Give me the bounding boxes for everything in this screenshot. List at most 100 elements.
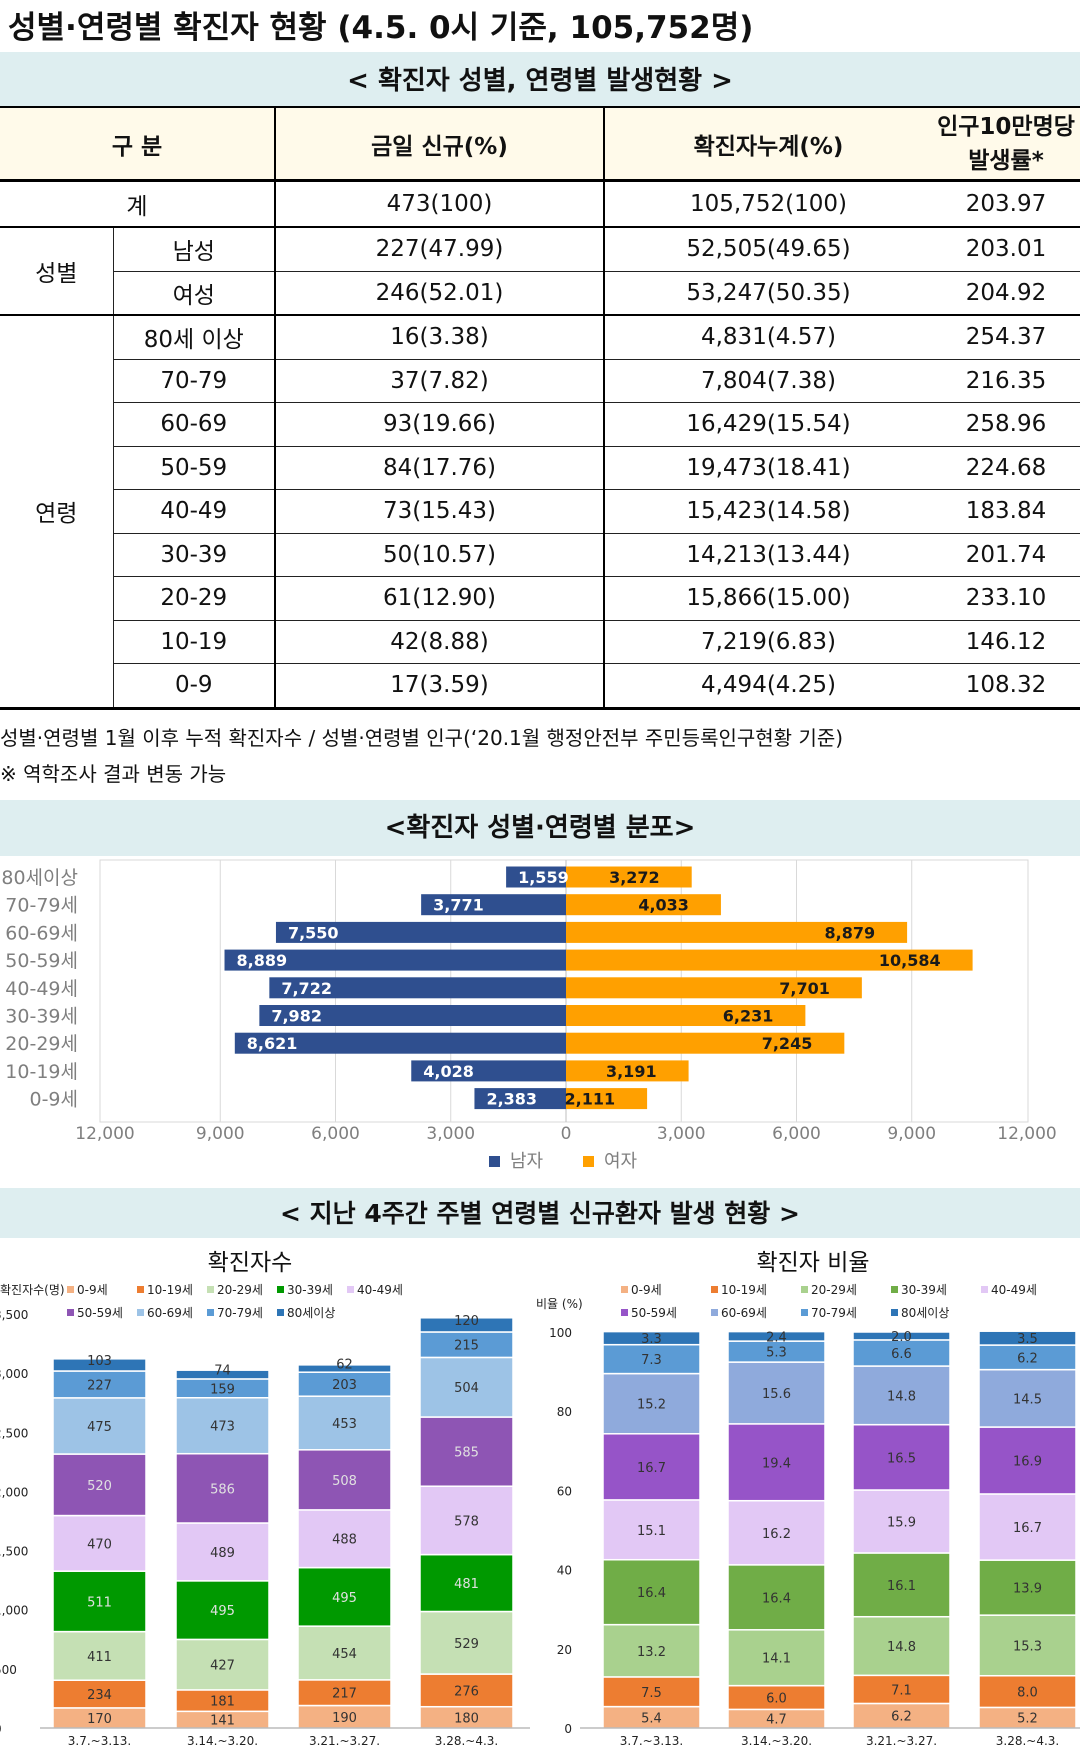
row-new: 61(12.90) — [274, 576, 604, 621]
chart-title: 확진자수 — [208, 1250, 293, 1276]
male-value-label: 1,559 — [518, 868, 569, 887]
segment-label: 74 — [214, 1364, 231, 1379]
table-row: 0-9 17(3.59) 4,494(4.25) 108.32 — [0, 663, 1080, 710]
stack-segment — [602, 1558, 701, 1626]
distribution-chart: 1,559 3,272 80세이상 3,771 4,033 70-79세 7,550 8,87… — [1, 859, 1057, 1172]
y-axis-title: 비율 (%) — [536, 1297, 583, 1311]
total-label: 계 — [0, 180, 275, 228]
segment-label: 141 — [210, 1714, 235, 1729]
male-bar — [421, 894, 566, 916]
x-tick-label: 9,000 — [196, 1124, 245, 1144]
male-bar — [275, 921, 566, 943]
segment-label: 16.2 — [762, 1527, 791, 1542]
segment-label: 13.9 — [1013, 1582, 1042, 1597]
x-category-label: 3.21.~3.27. — [309, 1734, 380, 1748]
row-label: 60-69 — [113, 402, 275, 447]
header-cum: 확진자누계(%) — [603, 108, 932, 182]
stack-segment — [852, 1365, 951, 1426]
segment-label: 4.7 — [766, 1713, 787, 1728]
footnote-1: 성별·연령별 1월 이후 누적 확진자수 / 성별·연령별 인구(‘20.1월 … — [0, 726, 844, 750]
segment-label: 3.5 — [1017, 1332, 1038, 1347]
row-rate: 183.84 — [932, 489, 1080, 534]
legend-swatch — [137, 1309, 144, 1316]
legend-swatch — [207, 1309, 214, 1316]
segment-label: 488 — [332, 1533, 357, 1548]
row-rate: 258.96 — [932, 402, 1080, 447]
segment-label: 504 — [454, 1381, 479, 1396]
header-new: 금일 신규(%) — [274, 108, 604, 182]
stack-segment — [175, 1369, 270, 1380]
row-rate: 108.32 — [932, 663, 1080, 710]
row-rate: 254.37 — [932, 315, 1080, 360]
total-rate: 203.97 — [932, 180, 1080, 228]
legend-swatch — [277, 1286, 284, 1293]
y-tick-label: 40 — [557, 1564, 572, 1578]
stack-segment — [52, 1570, 147, 1633]
y-tick-label: 2,500 — [0, 1426, 28, 1440]
category-label: 20-29세 — [5, 1033, 78, 1055]
segment-label: 103 — [87, 1354, 112, 1369]
segment-label: 190 — [332, 1711, 357, 1726]
female-value-label: 7,701 — [779, 979, 830, 998]
total-new: 473(100) — [274, 180, 604, 228]
segment-label: 276 — [454, 1684, 479, 1699]
row-new: 16(3.38) — [274, 315, 604, 360]
legend-swatch — [207, 1286, 214, 1293]
stack-segment — [419, 1673, 514, 1708]
row-rate: 203.01 — [932, 227, 1080, 272]
segment-label: 217 — [332, 1687, 357, 1702]
x-category-label: 3.7.~3.13. — [620, 1734, 684, 1748]
stack-segment — [419, 1331, 514, 1359]
segment-label: 16.7 — [1013, 1521, 1042, 1536]
legend-swatch — [621, 1286, 628, 1293]
stack-segment — [852, 1339, 951, 1367]
stack-segment — [727, 1330, 826, 1342]
legend-label: 40-49세 — [991, 1283, 1037, 1297]
row-cum: 4,831(4.57) — [603, 315, 932, 360]
x-tick-label: 3,000 — [426, 1124, 475, 1144]
legend-female-swatch — [583, 1156, 594, 1167]
legend-label: 70-79세 — [217, 1306, 263, 1320]
row-rate: 201.74 — [932, 533, 1080, 577]
male-value-label: 8,621 — [247, 1034, 298, 1053]
male-bar — [506, 866, 566, 888]
legend-label: 0-9세 — [77, 1283, 108, 1297]
male-value-label: 7,722 — [281, 979, 332, 998]
category-label: 30-39세 — [5, 1006, 78, 1028]
row-cum: 7,219(6.83) — [603, 620, 932, 664]
stack-segment — [297, 1679, 392, 1707]
stack-segment — [978, 1426, 1077, 1495]
y-tick-label: 80 — [557, 1405, 572, 1419]
legend-label: 10-19세 — [147, 1283, 193, 1297]
segment-label: 6.6 — [891, 1347, 912, 1362]
stack-segment — [978, 1368, 1077, 1428]
stack-segment — [175, 1522, 270, 1582]
female-value-label: 6,231 — [723, 1007, 774, 1026]
female-bar — [566, 1032, 845, 1054]
legend-swatch — [137, 1286, 144, 1293]
stack-segment — [602, 1676, 701, 1708]
female-value-label: 10,584 — [879, 951, 941, 970]
male-bar — [474, 1088, 566, 1110]
category-label: 40-49세 — [5, 978, 78, 1000]
segment-label: 13.2 — [637, 1645, 666, 1660]
stack-segment — [978, 1344, 1077, 1371]
x-tick-label: 12,000 — [997, 1124, 1056, 1144]
stack-segment — [978, 1330, 1077, 1346]
segment-label: 529 — [454, 1637, 479, 1652]
row-new: 50(10.57) — [274, 533, 604, 577]
segment-label: 227 — [87, 1378, 112, 1393]
female-bar — [566, 1060, 689, 1082]
legend-swatch — [277, 1309, 284, 1316]
row-label: 0-9 — [113, 663, 275, 710]
stack-segment — [419, 1317, 514, 1333]
table-row: 20-29 61(12.90) 15,866(15.00) 233.10 — [0, 576, 1080, 621]
male-value-label: 7,982 — [271, 1007, 322, 1026]
segment-label: 15.6 — [762, 1387, 791, 1402]
page-title: 성별·연령별 확진자 현황 (4.5. 0시 기준, 105,752명) — [8, 10, 754, 46]
segment-label: 19.4 — [762, 1456, 791, 1471]
legend-label: 20-29세 — [217, 1283, 263, 1297]
table-row: 10-19 42(8.88) 7,219(6.83) 146.12 — [0, 620, 1080, 664]
stack-segment — [297, 1566, 392, 1627]
